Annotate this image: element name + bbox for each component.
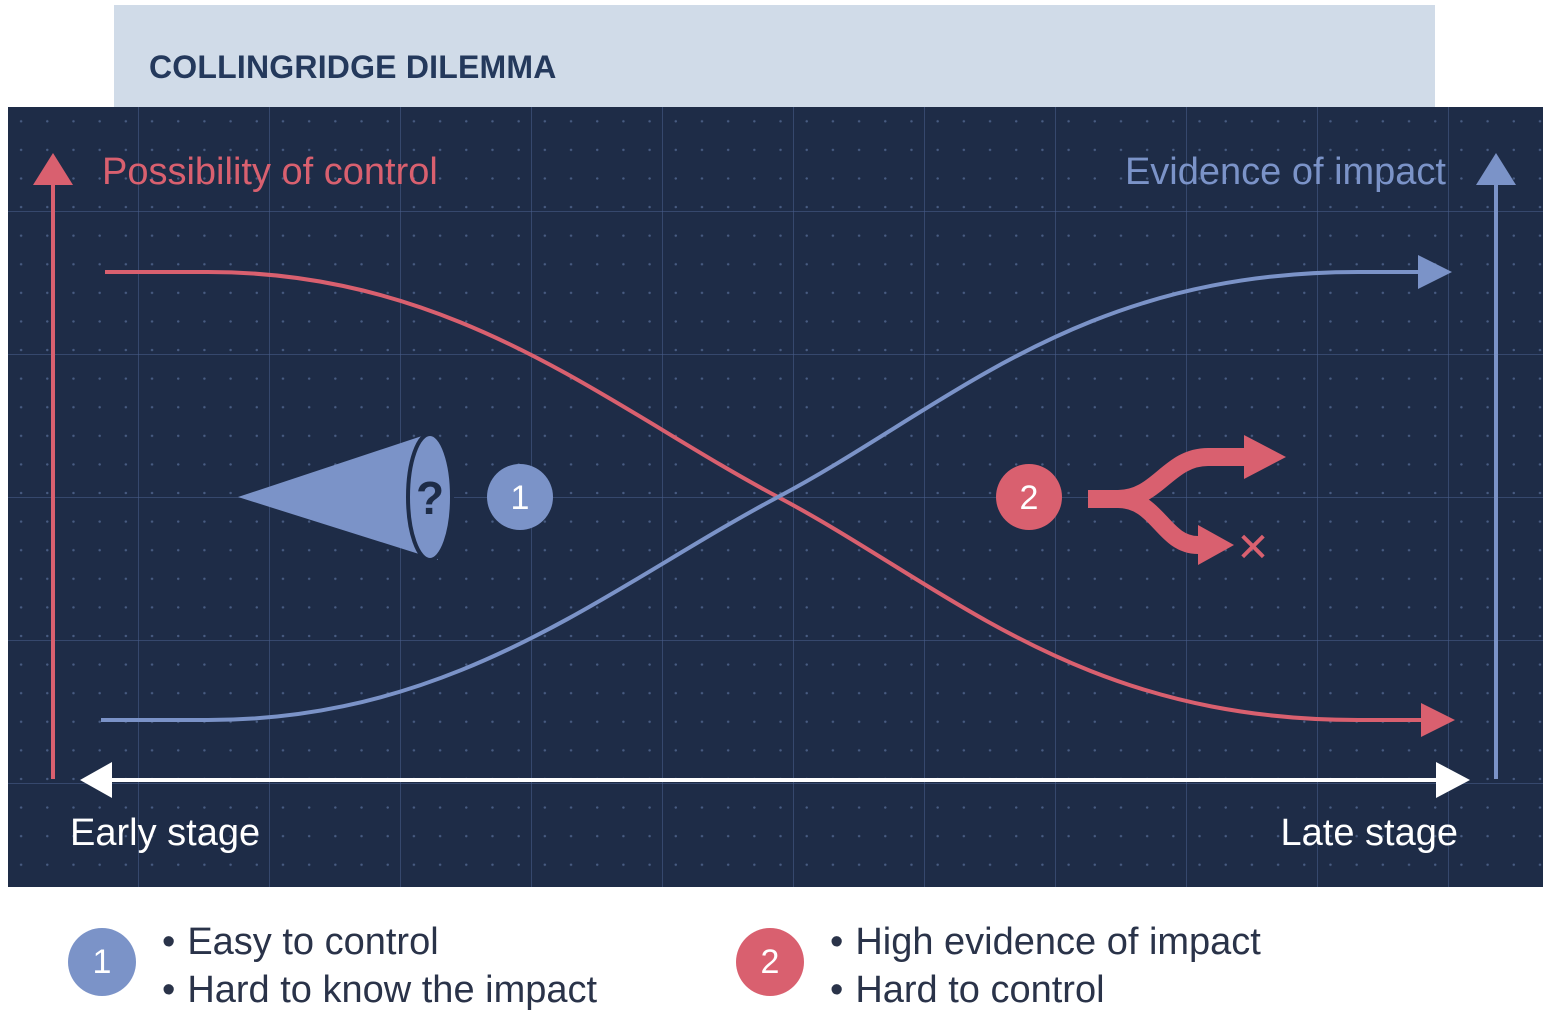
marker-2: 2 bbox=[996, 464, 1062, 530]
marker-2-number: 2 bbox=[1020, 479, 1039, 517]
timeline-start-arrowhead bbox=[80, 762, 112, 798]
impact-curve-arrowhead bbox=[1418, 255, 1452, 289]
legend-list-2: • High evidence of impact • Hard to contro… bbox=[830, 918, 1430, 1014]
timeline-end-arrowhead bbox=[1436, 762, 1470, 798]
legend-line: • High evidence of impact bbox=[830, 918, 1430, 966]
diagram-canvas: Possibility of control Evidence of impac… bbox=[33, 151, 1516, 854]
bullet-icon: • bbox=[162, 921, 176, 963]
legend-text: Hard to know the impact bbox=[187, 969, 598, 1011]
control-axis-arrowhead bbox=[33, 153, 73, 185]
cone-question-icon: ? bbox=[238, 432, 454, 562]
control-curve-arrowhead bbox=[1421, 703, 1455, 737]
legend-text: Hard to control bbox=[855, 969, 1105, 1011]
legend-badge-1: 1 bbox=[68, 928, 136, 996]
reject-icon: ✕ bbox=[1236, 525, 1270, 571]
question-mark: ? bbox=[416, 472, 444, 524]
marker-1-number: 1 bbox=[511, 479, 530, 517]
diagram-panel: Possibility of control Evidence of impac… bbox=[8, 107, 1543, 887]
control-axis-label: Possibility of control bbox=[102, 151, 438, 193]
marker-1: 1 bbox=[487, 464, 553, 530]
timeline-start-label: Early stage bbox=[70, 812, 260, 854]
title-bar: COLLINGRIDGE DILEMMA bbox=[114, 5, 1435, 107]
impact-axis-label: Evidence of impact bbox=[1125, 151, 1446, 193]
page-title: COLLINGRIDGE DILEMMA bbox=[149, 49, 557, 85]
legend-text: High evidence of impact bbox=[855, 921, 1261, 963]
bullet-icon: • bbox=[830, 969, 844, 1011]
impact-axis-arrowhead bbox=[1476, 153, 1516, 185]
legend-line: • Easy to control bbox=[162, 918, 762, 966]
bullet-icon: • bbox=[830, 921, 844, 963]
legend-list-1: • Easy to control • Hard to know the impac… bbox=[162, 918, 762, 1014]
bullet-icon: • bbox=[162, 969, 176, 1011]
legend-line: • Hard to control bbox=[830, 966, 1430, 1014]
legend-text: Easy to control bbox=[187, 921, 439, 963]
timeline-end-label: Late stage bbox=[1281, 812, 1458, 854]
legend-badge-2: 2 bbox=[736, 928, 804, 996]
fork-arrow-icon bbox=[1088, 435, 1286, 565]
impact-curve bbox=[101, 270, 1420, 722]
legend-line: • Hard to know the impact bbox=[162, 966, 762, 1014]
